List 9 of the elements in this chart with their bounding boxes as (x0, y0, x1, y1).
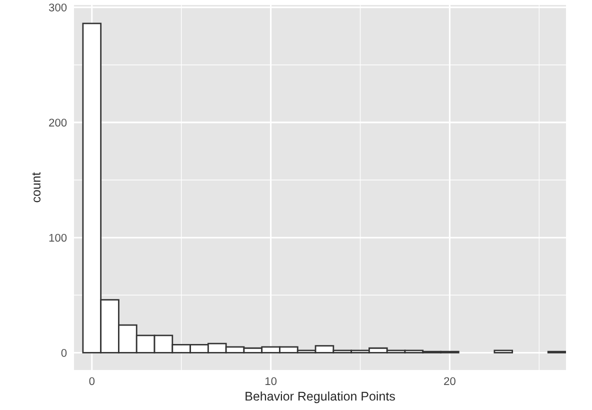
x-axis-title: Behavior Regulation Points (246, 391, 395, 404)
y-tick-label: 200 (49, 118, 67, 127)
x-tick-label: 20 (444, 377, 456, 386)
x-tick-label: 10 (265, 377, 277, 386)
y-tick-label: 0 (61, 348, 67, 357)
y-tick-label: 300 (48, 4, 67, 12)
y-axis-title: count (32, 172, 40, 202)
x-tick-label: 0 (89, 377, 95, 386)
y-tick-label: 100 (49, 234, 67, 242)
